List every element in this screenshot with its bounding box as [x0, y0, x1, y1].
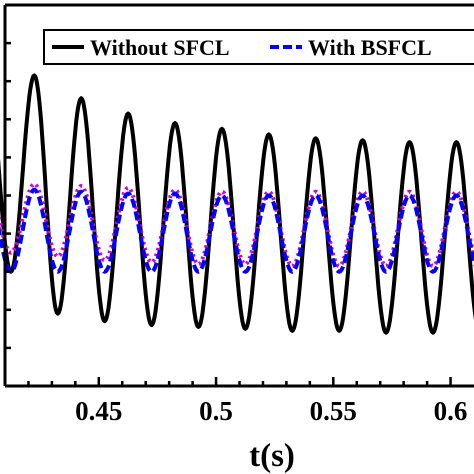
legend-label: Without SFCL	[90, 35, 230, 60]
series-layer	[0, 73, 474, 335]
axes-layer: 0.45 0.5 0.55 0.6	[3, 3, 474, 426]
x-tick-label: 0.5	[199, 396, 233, 426]
series-line-with-bsfcl	[0, 187, 474, 274]
x-tick-label: 0.55	[310, 396, 357, 426]
x-axis-title: t(s)	[249, 438, 295, 474]
x-tick-label: 0.45	[75, 396, 122, 426]
legend-box	[43, 29, 474, 65]
legend: Without SFCL With BSFCL	[43, 29, 474, 65]
x-tick-label: 0.6	[434, 396, 468, 426]
legend-label: With BSFCL	[308, 35, 432, 60]
